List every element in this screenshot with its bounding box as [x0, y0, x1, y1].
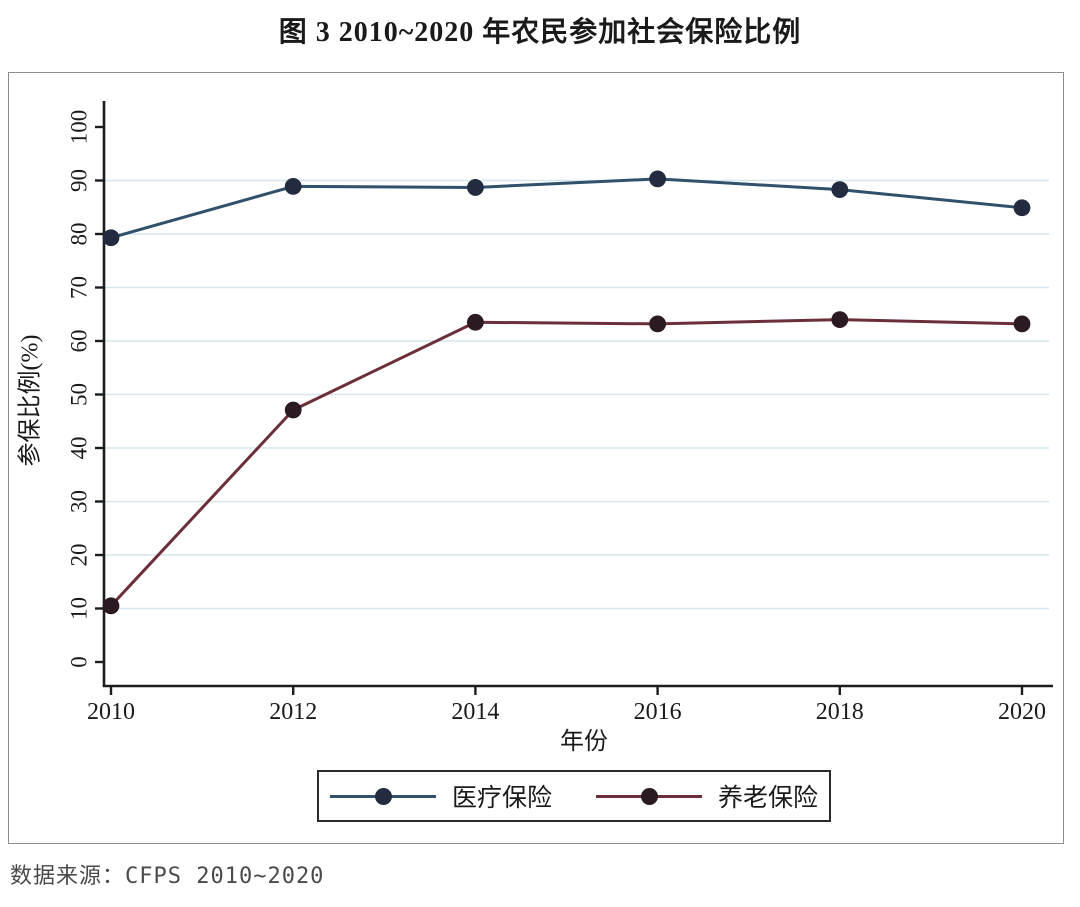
series-line: [109, 318, 1023, 607]
y-tick-label: 60: [67, 330, 92, 353]
data-point-marker: [831, 181, 849, 198]
source-note: 数据来源：CFPS 2010~2020: [10, 864, 325, 889]
x-tick-label: 2016: [634, 699, 682, 725]
y-tick-label: 30: [67, 490, 92, 513]
y-tick-label: 90: [67, 169, 92, 192]
data-point-marker: [467, 313, 484, 331]
legend-label-medical: 医疗保险: [451, 785, 552, 812]
series-医疗保险: [102, 170, 1031, 247]
y-axis-title: 参保比例(%): [17, 334, 44, 467]
y-tick-label: 10: [67, 597, 92, 620]
y-tick-label: 20: [67, 544, 92, 567]
data-point-marker: [649, 170, 666, 188]
data-point-marker: [102, 597, 120, 615]
y-tick-label: 50: [67, 383, 92, 406]
data-point-marker: [467, 179, 484, 196]
legend: 医疗保险 养老保险: [317, 770, 831, 822]
data-point-marker: [284, 401, 302, 419]
data-point-marker: [1013, 315, 1031, 333]
medical-line-marker-icon: [329, 787, 436, 805]
x-tick-label: 2014: [451, 699, 499, 725]
axes: [102, 101, 1053, 688]
x-tick-label: 2018: [816, 699, 864, 725]
x-ticks: 2010 2012 2014 2016 2018 2020: [87, 686, 1046, 725]
data-point-marker: [284, 177, 302, 195]
y-tick-label: 70: [67, 276, 92, 299]
legend-item-pension: 养老保险: [596, 778, 818, 814]
data-point-marker: [102, 229, 120, 247]
x-tick-label: 2012: [269, 699, 317, 725]
data-point-marker: [831, 311, 849, 328]
legend-item-medical: 医疗保险: [329, 778, 552, 814]
y-ticks: 0 10 20 30 40 50 60 70 80 90 100: [67, 110, 104, 668]
y-tick-label: 100: [67, 110, 92, 145]
pension-line-marker-icon: [596, 787, 702, 805]
page-title: 图 3 2010~2020 年农民参加社会保险比例: [278, 17, 802, 48]
legend-label-pension: 养老保险: [718, 785, 819, 812]
x-tick-label: 2010: [87, 699, 135, 725]
data-point-marker: [1013, 199, 1031, 217]
y-tick-label: 40: [67, 437, 92, 460]
y-tick-label: 80: [67, 223, 92, 246]
series-line: [110, 177, 1023, 240]
figure-box: 0 10 20 30 40 50 60 70 80 90 100 2010 2012 2014 2016 20…: [8, 72, 1064, 844]
y-tick-label: 0: [67, 656, 92, 668]
series-养老保险: [102, 311, 1031, 615]
x-tick-label: 2020: [998, 699, 1046, 725]
data-point-marker: [649, 315, 666, 333]
gridlines: [104, 179, 1049, 610]
x-axis-title: 年份: [560, 729, 608, 755]
